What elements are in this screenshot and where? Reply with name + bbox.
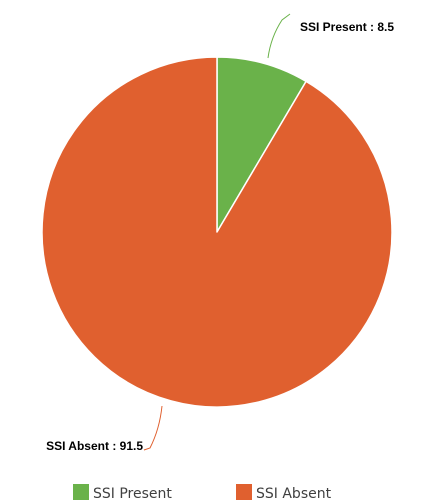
pie-slice-ssi-present[interactable]: [216, 56, 307, 233]
legend-label: SSI Absent: [256, 486, 332, 502]
data-label-ssi-absent: SSI Absent : 91.5: [46, 439, 143, 453]
slices-layer: [41, 56, 393, 408]
legend[interactable]: SSI Present SSI Absent: [73, 484, 332, 502]
legend-item-ssi-absent[interactable]: SSI Absent: [236, 484, 332, 502]
legend-item-ssi-present[interactable]: SSI Present: [73, 484, 172, 502]
data-labels-layer: SSI Present : 8.5 SSI Absent : 91.5: [46, 20, 394, 453]
pie-slice-ssi-absent[interactable]: [41, 56, 393, 408]
leader-lines-layer: [143, 13, 291, 451]
legend-swatch: [236, 484, 252, 500]
legend-swatch: [73, 484, 89, 500]
leader-line-ssi-absent: [143, 405, 163, 451]
leader-line-ssi-present: [267, 13, 291, 59]
data-label-ssi-present: SSI Present : 8.5: [300, 20, 394, 34]
legend-label: SSI Present: [93, 486, 172, 502]
